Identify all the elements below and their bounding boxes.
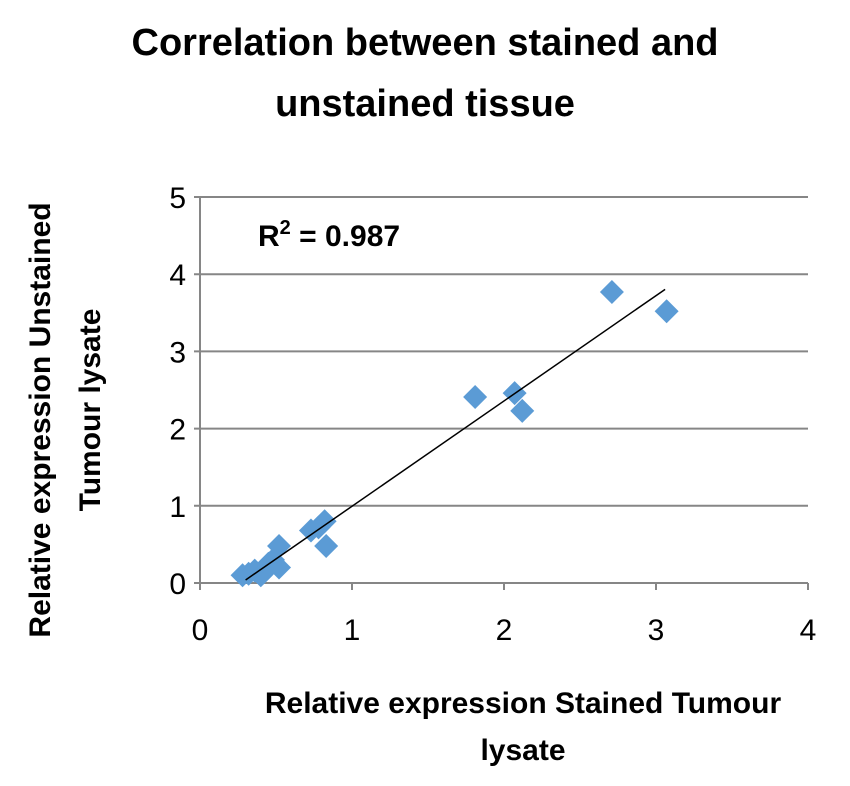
y-axis-label-line-1: Relative expression Unstained <box>24 202 57 637</box>
chart-title-line-2: unstained tissue <box>275 83 575 125</box>
x-tick-label: 1 <box>344 614 361 647</box>
trendline <box>245 288 666 581</box>
chart-title-line-1: Correlation between stained and <box>132 22 719 64</box>
data-point <box>314 533 339 558</box>
y-tick-label: 4 <box>169 259 186 292</box>
x-tick-label: 0 <box>192 614 209 647</box>
y-tick-label: 2 <box>169 414 186 447</box>
x-axis-label-line-2: lysate <box>480 734 565 767</box>
y-tick-label: 0 <box>169 568 186 601</box>
x-tick-label: 4 <box>800 614 817 647</box>
y-tick-label: 1 <box>169 491 186 524</box>
y-axis-label-line-2: Tumour lysate <box>74 309 107 512</box>
r-squared-annotation: R2 = 0.987 <box>258 217 400 253</box>
data-point <box>599 279 624 304</box>
data-point <box>510 398 535 423</box>
data-point <box>312 509 337 534</box>
data-point <box>654 299 679 324</box>
y-tick-label: 3 <box>169 336 186 369</box>
data-point <box>463 384 488 409</box>
x-tick-label: 3 <box>648 614 665 647</box>
x-tick-label: 2 <box>496 614 513 647</box>
y-tick-label: 5 <box>169 182 186 215</box>
x-axis-label-line-1: Relative expression Stained Tumour <box>265 687 782 720</box>
